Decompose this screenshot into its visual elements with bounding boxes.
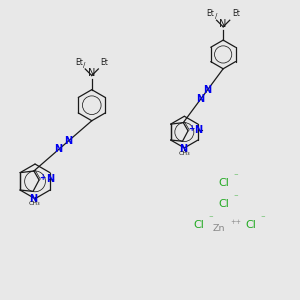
Text: ++: ++ [231, 219, 242, 225]
Text: Et: Et [232, 9, 240, 18]
Text: Et: Et [75, 58, 83, 67]
Text: ⁻: ⁻ [260, 214, 265, 223]
Text: +: + [39, 173, 45, 182]
Text: N: N [195, 125, 203, 135]
Text: Et: Et [206, 9, 214, 18]
Text: N: N [46, 174, 54, 184]
Text: CH₃: CH₃ [178, 151, 190, 156]
Text: Cl: Cl [219, 178, 230, 188]
Text: /: / [214, 13, 217, 19]
Text: +: + [188, 124, 194, 133]
Text: Zn: Zn [212, 224, 225, 233]
Text: N: N [196, 94, 204, 104]
Text: Cl: Cl [246, 220, 256, 230]
Text: N: N [220, 19, 227, 29]
Text: /: / [83, 62, 86, 68]
Text: Et: Et [101, 58, 109, 67]
Text: N: N [54, 144, 62, 154]
Text: ⁻: ⁻ [208, 214, 213, 223]
Text: ⁻: ⁻ [234, 193, 238, 202]
Text: CH₃: CH₃ [29, 201, 40, 206]
Text: N: N [64, 136, 72, 146]
Text: N: N [179, 144, 187, 154]
Text: N: N [203, 85, 211, 95]
Text: N: N [88, 68, 95, 78]
Text: ⁻: ⁻ [234, 172, 238, 182]
Text: N: N [30, 194, 38, 204]
Text: Cl: Cl [219, 199, 230, 209]
Text: Cl: Cl [193, 220, 204, 230]
